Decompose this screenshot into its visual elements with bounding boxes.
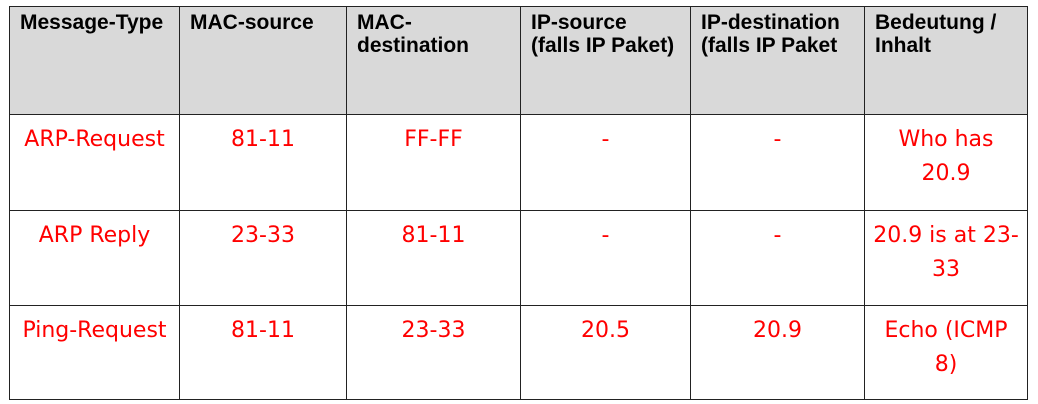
table-row: Ping-Request 81-11 23-33 20.5 20.9 Echo … [9, 305, 1028, 400]
cell-mac-source: 81-11 [179, 305, 347, 400]
cell-mac-destination: 81-11 [346, 210, 521, 306]
cell-message-type: ARP Reply [9, 210, 180, 306]
cell-mac-source: 81-11 [179, 114, 347, 211]
header-mac-source: MAC-source [179, 6, 347, 115]
table-row: ARP-Request 81-11 FF-FF - - Who has 20.9 [9, 114, 1028, 211]
cell-bedeutung: Echo (ICMP 8) [864, 305, 1028, 400]
cell-mac-source: 23-33 [179, 210, 347, 306]
cell-mac-destination: 23-33 [346, 305, 521, 400]
cell-message-type: ARP-Request [9, 114, 180, 211]
cell-ip-destination: 20.9 [690, 305, 865, 400]
message-table-container: Message-Type MAC-source MAC-destination … [9, 6, 1028, 400]
cell-ip-destination: - [690, 210, 865, 306]
table-body: ARP-Request 81-11 FF-FF - - Who has 20.9… [9, 114, 1028, 400]
header-ip-destination: IP-destination (falls IP Paket [690, 6, 865, 115]
cell-bedeutung: Who has 20.9 [864, 114, 1028, 211]
table-header: Message-Type MAC-source MAC-destination … [9, 6, 1028, 115]
cell-message-type: Ping-Request [9, 305, 180, 400]
header-ip-source: IP-source (falls IP Paket) [520, 6, 691, 115]
header-bedeutung: Bedeutung / Inhalt [864, 6, 1028, 115]
cell-ip-source: - [520, 210, 691, 306]
cell-ip-source: - [520, 114, 691, 211]
cell-ip-destination: - [690, 114, 865, 211]
table-row: ARP Reply 23-33 81-11 - - 20.9 is at 23-… [9, 210, 1028, 306]
header-message-type: Message-Type [9, 6, 180, 115]
cell-ip-source: 20.5 [520, 305, 691, 400]
header-mac-destination: MAC-destination [346, 6, 521, 115]
header-row: Message-Type MAC-source MAC-destination … [9, 6, 1028, 115]
message-table: Message-Type MAC-source MAC-destination … [9, 6, 1028, 400]
cell-mac-destination: FF-FF [346, 114, 521, 211]
cell-bedeutung: 20.9 is at 23-33 [864, 210, 1028, 306]
